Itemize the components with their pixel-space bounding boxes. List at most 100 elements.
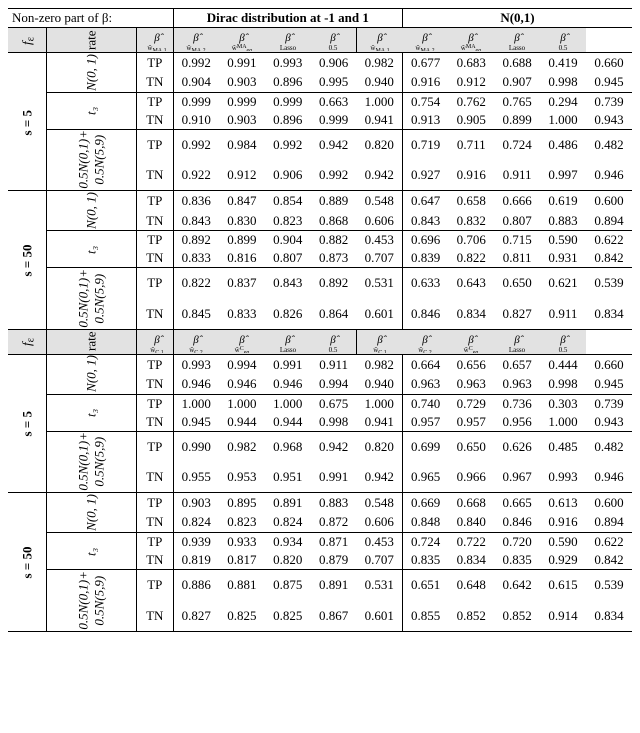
value-cell: 0.852 <box>494 601 540 632</box>
value-cell: 0.825 <box>219 601 265 632</box>
value-cell: 0.916 <box>402 72 448 92</box>
value-cell: 0.854 <box>265 191 311 211</box>
value-cell: 0.294 <box>540 92 586 111</box>
value-cell: 0.601 <box>357 299 403 330</box>
value-cell: 0.622 <box>586 231 632 250</box>
s-label: s = 50 <box>8 191 47 329</box>
value-cell: 0.824 <box>265 513 311 533</box>
svg-text:β̂: β̂ <box>284 32 295 44</box>
value-cell: 0.819 <box>173 551 219 570</box>
value-cell: 0.548 <box>357 191 403 211</box>
colhdr-B8: β̂Lasso <box>494 329 540 354</box>
value-cell: 0.942 <box>357 160 403 191</box>
value-cell: 0.855 <box>402 601 448 632</box>
value-cell: 0.823 <box>219 513 265 533</box>
value-cell: 0.892 <box>311 268 357 299</box>
value-cell: 0.825 <box>265 601 311 632</box>
svg-text:β̂: β̂ <box>513 334 524 346</box>
value-cell: 0.999 <box>219 92 265 111</box>
value-cell: 0.896 <box>265 111 311 130</box>
value-cell: 0.820 <box>357 129 403 160</box>
svg-text:β̂: β̂ <box>422 334 433 346</box>
value-cell: 0.683 <box>448 53 494 73</box>
value-cell: 0.992 <box>265 129 311 160</box>
svg-text:β̂: β̂ <box>422 32 433 44</box>
value-cell: 0.837 <box>219 268 265 299</box>
rate-cell: TN <box>136 249 173 268</box>
value-cell: 0.650 <box>494 268 540 299</box>
s-label: s = 5 <box>8 354 47 492</box>
value-cell: 0.943 <box>586 413 632 432</box>
value-cell: 0.845 <box>173 299 219 330</box>
dist-label: t₃ <box>47 533 136 570</box>
rate-cell: TN <box>136 299 173 330</box>
value-cell: 0.736 <box>494 394 540 413</box>
value-cell: 0.531 <box>357 570 403 601</box>
rate-cell: TN <box>136 413 173 432</box>
value-cell: 0.843 <box>402 211 448 231</box>
value-cell: 0.656 <box>448 354 494 374</box>
value-cell: 0.613 <box>540 493 586 513</box>
value-cell: 0.951 <box>265 462 311 493</box>
svg-text:β̂: β̂ <box>193 334 204 346</box>
dist-label: N(0, 1) <box>47 191 136 231</box>
svg-text:Lasso: Lasso <box>280 44 297 51</box>
value-cell: 0.995 <box>311 72 357 92</box>
value-cell: 0.899 <box>494 111 540 130</box>
value-cell: 0.963 <box>494 374 540 394</box>
svg-text:Lasso: Lasso <box>509 44 526 51</box>
value-cell: 0.600 <box>586 493 632 513</box>
rate-cell: TN <box>136 601 173 632</box>
colhdr-A8: β̂Lasso <box>494 28 540 53</box>
svg-text:ŵMA,2: ŵMA,2 <box>416 44 435 51</box>
value-cell: 0.992 <box>173 53 219 73</box>
value-cell: 1.000 <box>357 394 403 413</box>
value-cell: 0.619 <box>540 191 586 211</box>
colhdr-B6: β̂ŵC,2 <box>402 329 448 354</box>
value-cell: 0.715 <box>494 231 540 250</box>
value-cell: 0.904 <box>265 231 311 250</box>
value-cell: 0.906 <box>311 53 357 73</box>
svg-text:β̂: β̂ <box>559 334 570 346</box>
svg-text:ŵC,2: ŵC,2 <box>190 346 204 353</box>
value-cell: 0.994 <box>219 354 265 374</box>
value-cell: 0.827 <box>494 299 540 330</box>
value-cell: 0.600 <box>586 191 632 211</box>
svg-text:0.5: 0.5 <box>329 44 338 51</box>
svg-text:β̂: β̂ <box>238 32 249 44</box>
value-cell: 0.963 <box>402 374 448 394</box>
svg-text:0.5: 0.5 <box>329 346 338 353</box>
value-cell: 0.836 <box>173 191 219 211</box>
value-cell: 0.903 <box>219 72 265 92</box>
value-cell: 0.868 <box>311 211 357 231</box>
value-cell: 0.899 <box>219 231 265 250</box>
value-cell: 0.993 <box>540 462 586 493</box>
value-cell: 0.922 <box>173 160 219 191</box>
value-cell: 0.934 <box>265 533 311 552</box>
value-cell: 0.539 <box>586 570 632 601</box>
value-cell: 0.724 <box>494 129 540 160</box>
s-label: s = 5 <box>8 53 47 191</box>
value-cell: 0.999 <box>311 111 357 130</box>
svg-text:β̂: β̂ <box>559 32 570 44</box>
value-cell: 0.664 <box>402 354 448 374</box>
value-cell: 0.910 <box>173 111 219 130</box>
value-cell: 0.968 <box>265 431 311 462</box>
value-cell: 0.453 <box>357 231 403 250</box>
value-cell: 0.929 <box>540 551 586 570</box>
dist-label: t₃ <box>47 231 136 268</box>
svg-text:0.5: 0.5 <box>559 44 568 51</box>
svg-text:ŵMAeq: ŵMAeq <box>232 44 252 51</box>
value-cell: 0.886 <box>173 570 219 601</box>
value-cell: 0.707 <box>357 551 403 570</box>
colhdr-B3: β̂Lasso <box>265 329 311 354</box>
value-cell: 0.984 <box>219 129 265 160</box>
value-cell: 0.486 <box>540 129 586 160</box>
rate-cell: TN <box>136 160 173 191</box>
value-cell: 0.842 <box>586 249 632 268</box>
value-cell: 0.871 <box>311 533 357 552</box>
value-cell: 0.946 <box>586 160 632 191</box>
value-cell: 0.720 <box>494 533 540 552</box>
colhdr-A4: β̂0.5 <box>311 28 357 53</box>
value-cell: 0.724 <box>402 533 448 552</box>
